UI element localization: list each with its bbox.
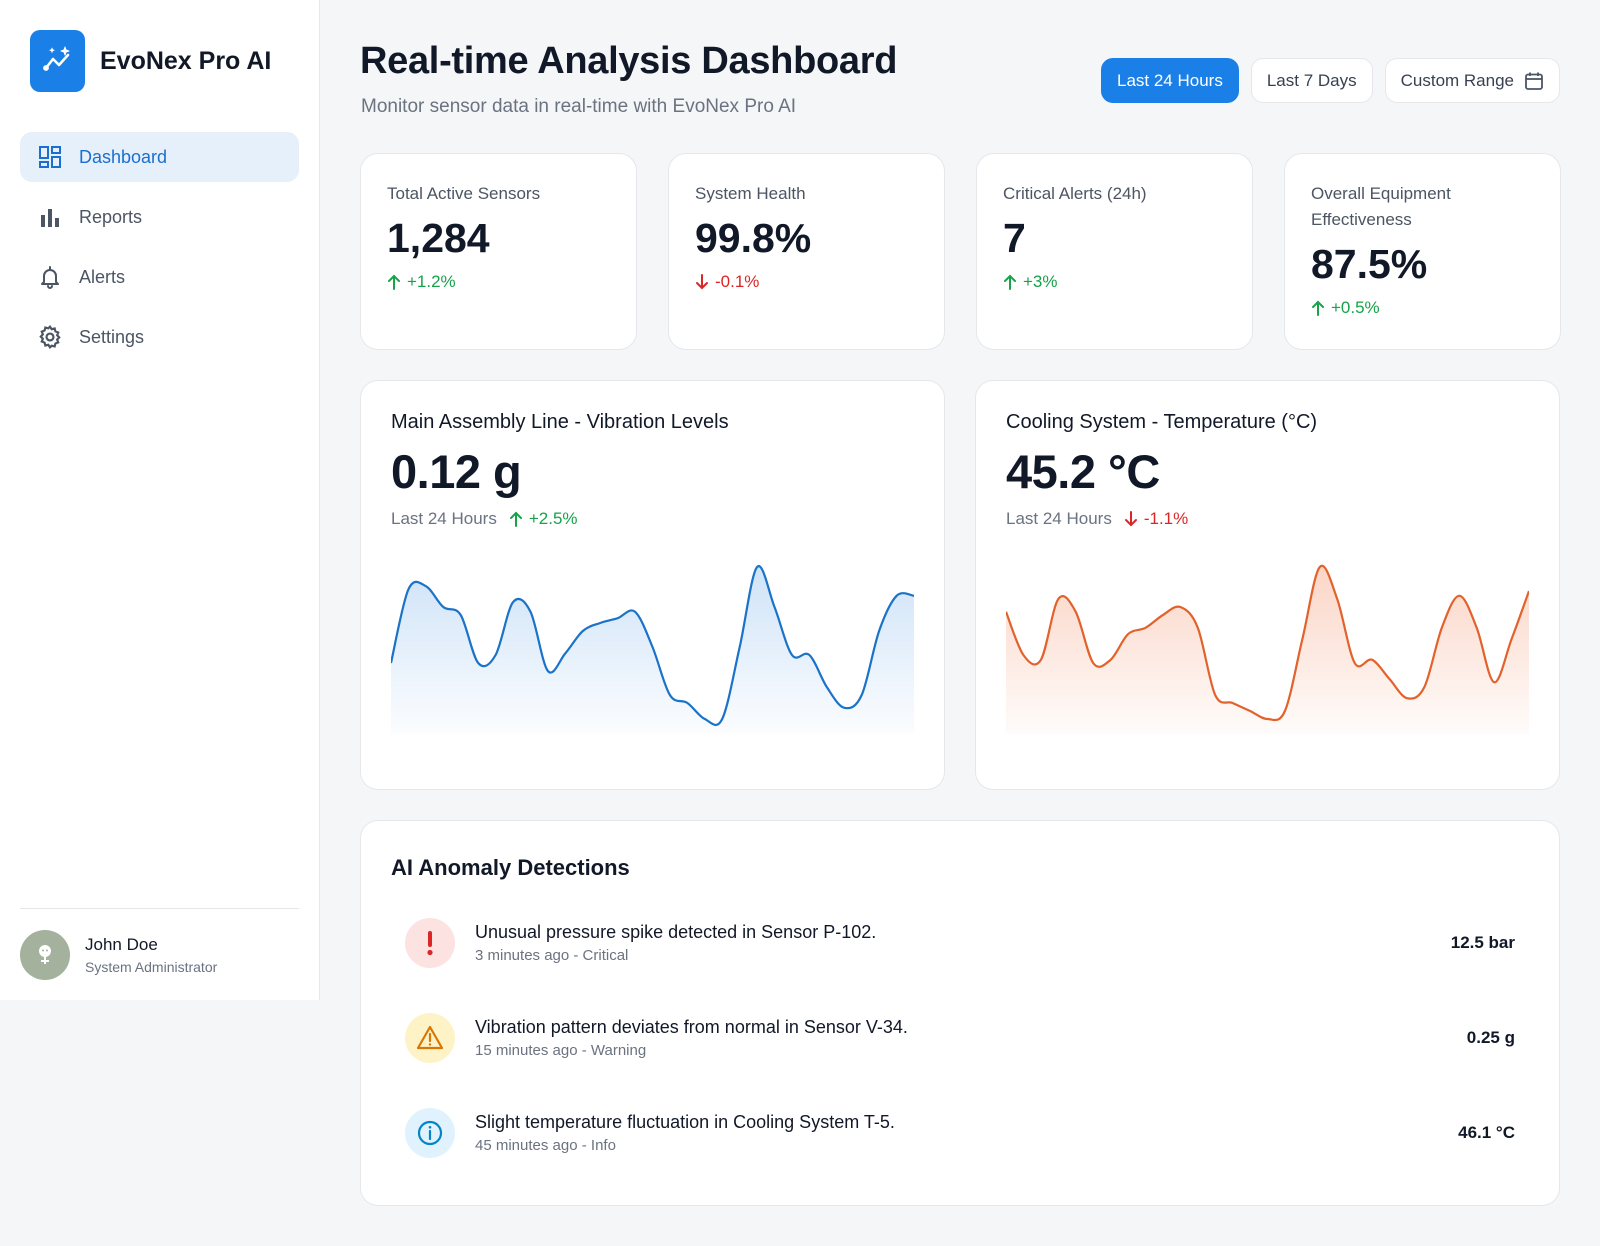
range-last-7-days-button[interactable]: Last 7 Days (1250, 58, 1373, 103)
info-circle-icon (405, 1108, 455, 1158)
user-avatar-icon (20, 930, 70, 980)
anomaly-section-title: AI Anomaly Detections (391, 855, 630, 880)
anomaly-detections-card: AI Anomaly Detections Unusual pressure s… (360, 820, 1560, 1206)
anomaly-message: Vibration pattern deviates from normal i… (475, 1017, 908, 1037)
sidebar-item-dashboard[interactable]: Dashboard (20, 132, 299, 182)
range-custom-button[interactable]: Custom Range (1384, 58, 1560, 103)
sidebar-item-label: Alerts (79, 266, 126, 287)
kpi-value: 1,284 (387, 215, 490, 261)
dashboard-grid-icon (37, 144, 63, 170)
sidebar-item-label: Settings (79, 326, 145, 347)
vibration-chart-card: Main Assembly Line - Vibration Levels 0.… (360, 380, 945, 790)
sidebar-divider (20, 908, 299, 909)
kpi-delta-value: -0.1% (715, 272, 760, 291)
anomaly-row-warning[interactable]: Vibration pattern deviates from normal i… (405, 1012, 1515, 1064)
anomaly-meta: 15 minutes ago - Warning (475, 1042, 647, 1059)
kpi-card-oee[interactable]: Overall Equipment Effectiveness 87.5% +0… (1284, 153, 1561, 350)
time-range-selector: Last 24 Hours Last 7 Days Custom Range (1101, 58, 1560, 103)
kpi-label: Overall Equipment Effectiveness (1311, 184, 1451, 229)
chart-delta-value: +2.5% (528, 509, 578, 528)
chart-period: Last 24 Hours (391, 509, 497, 528)
range-last-24-hours-button[interactable]: Last 24 Hours (1101, 58, 1239, 103)
range-custom-label: Custom Range (1400, 70, 1514, 90)
chart-area-fill (391, 566, 914, 734)
user-profile[interactable]: John Doe System Administrator (20, 930, 217, 980)
anomaly-value: 46.1 °C (1458, 1123, 1515, 1142)
sparkline-icon (30, 30, 85, 92)
arrow-up-icon (1312, 300, 1324, 316)
kpi-value: 87.5% (1311, 241, 1428, 287)
arrow-up-icon (1004, 274, 1016, 290)
anomaly-row-critical[interactable]: Unusual pressure spike detected in Senso… (405, 917, 1515, 969)
page-subtitle: Monitor sensor data in real-time with Ev… (361, 96, 797, 117)
chart-delta: +2.5% (509, 509, 578, 529)
anomaly-value: 0.25 g (1466, 1028, 1515, 1047)
page-title: Real-time Analysis Dashboard (360, 40, 898, 82)
app-name: EvoNex Pro AI (100, 46, 272, 75)
user-role: System Administrator (85, 959, 218, 975)
kpi-delta: -0.1% (695, 272, 918, 292)
sidebar-item-label: Dashboard (79, 146, 168, 167)
kpi-delta: +3% (1003, 272, 1226, 292)
temperature-chart-card: Cooling System - Temperature (°C) 45.2 °… (975, 380, 1560, 790)
arrow-up-icon (388, 274, 400, 290)
chart-series-line (391, 565, 914, 727)
arrow-up-icon (509, 511, 522, 527)
temperature-area-chart[interactable] (1006, 559, 1529, 734)
anomaly-message: Slight temperature fluctuation in Coolin… (475, 1112, 895, 1132)
kpi-card-system-health[interactable]: System Health 99.8% -0.1% (668, 153, 945, 350)
chart-series-line (1006, 564, 1529, 722)
sidebar-item-alerts[interactable]: Alerts (20, 252, 299, 302)
kpi-card-critical-alerts[interactable]: Critical Alerts (24h) 7 +3% (976, 153, 1253, 350)
gear-icon (37, 324, 63, 350)
user-name: John Doe (85, 935, 158, 954)
anomaly-meta: 3 minutes ago - Critical (475, 947, 629, 964)
chart-value: 45.2 °C (1006, 445, 1160, 498)
anomaly-value: 12.5 bar (1450, 933, 1515, 952)
chart-period: Last 24 Hours (1006, 509, 1112, 528)
kpi-delta: +0.5% (1311, 298, 1534, 318)
chart-title: Main Assembly Line - Vibration Levels (391, 411, 729, 433)
arrow-down-icon (1124, 511, 1137, 527)
kpi-label: Critical Alerts (24h) (1003, 184, 1147, 203)
warning-triangle-icon (405, 1013, 455, 1063)
kpi-cards: Total Active Sensors 1,284 +1.2% System … (360, 153, 1561, 350)
arrow-down-icon (696, 274, 708, 290)
bar-chart-icon (37, 204, 63, 230)
sidebar-item-settings[interactable]: Settings (20, 312, 299, 362)
anomaly-meta: 45 minutes ago - Info (475, 1137, 616, 1154)
anomaly-message: Unusual pressure spike detected in Senso… (475, 922, 877, 942)
brand[interactable]: EvoNex Pro AI (30, 30, 271, 92)
chart-delta-value: -1.1% (1143, 509, 1189, 528)
exclamation-icon (405, 918, 455, 968)
kpi-card-active-sensors[interactable]: Total Active Sensors 1,284 +1.2% (360, 153, 637, 350)
vibration-area-chart[interactable] (391, 559, 914, 734)
chart-value: 0.12 g (391, 445, 522, 498)
chart-area-fill (1006, 565, 1529, 734)
kpi-delta: +1.2% (387, 272, 610, 292)
kpi-label: Total Active Sensors (387, 184, 541, 203)
sidebar-item-reports[interactable]: Reports (20, 192, 299, 242)
bell-icon (37, 264, 63, 290)
kpi-label: System Health (695, 184, 806, 203)
sidebar-nav: Dashboard Reports Alerts (20, 132, 299, 372)
kpi-value: 7 (1003, 215, 1026, 261)
chart-delta: -1.1% (1124, 509, 1188, 529)
chart-meta: Last 24 Hours -1.1% (1006, 509, 1529, 529)
kpi-delta-value: +1.2% (407, 272, 456, 291)
chart-meta: Last 24 Hours +2.5% (391, 509, 914, 529)
kpi-value: 99.8% (695, 215, 812, 261)
calendar-icon (1524, 71, 1544, 91)
sidebar: EvoNex Pro AI Dashboard Reports (0, 0, 320, 1000)
kpi-delta-value: +3% (1023, 272, 1058, 291)
kpi-delta-value: +0.5% (1331, 298, 1380, 317)
anomaly-row-info[interactable]: Slight temperature fluctuation in Coolin… (405, 1107, 1515, 1159)
chart-title: Cooling System - Temperature (°C) (1006, 411, 1318, 433)
sidebar-item-label: Reports (79, 206, 143, 227)
